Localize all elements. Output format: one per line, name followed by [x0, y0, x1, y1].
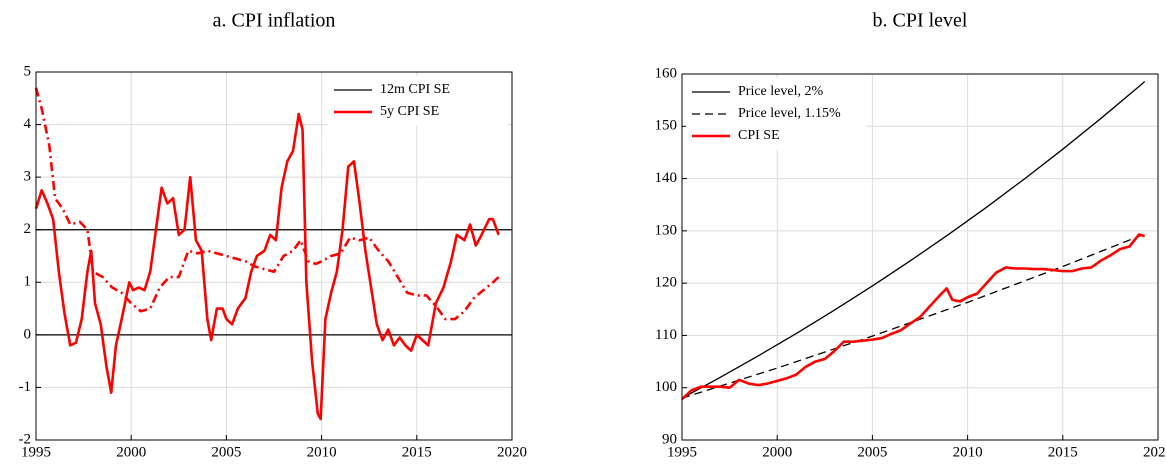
y-tick-label: 4	[24, 116, 32, 132]
x-tick-label: 2015	[402, 444, 432, 460]
series-line	[681, 81, 1146, 399]
legend-box	[686, 78, 866, 150]
plot-frame	[681, 73, 1159, 441]
x-tick-label: 2005	[211, 444, 241, 460]
y-tick-label: 90	[662, 431, 677, 447]
plot-frame	[35, 71, 513, 441]
series-line	[681, 233, 1145, 399]
series-line	[34, 112, 500, 421]
chart-title: a. CPI inflation	[213, 10, 336, 32]
plot-area	[36, 72, 512, 440]
y-tick-label: 110	[655, 327, 677, 343]
legend-label: 12m CPI SE	[380, 82, 450, 97]
y-tick-label: 3	[24, 169, 32, 185]
y-tick-label: 120	[655, 275, 678, 291]
legend-label: Price level, 1.15%	[738, 106, 841, 121]
y-tick-label: 140	[655, 170, 678, 186]
x-tick-label: 2000	[116, 444, 146, 460]
legend-label: Price level, 2%	[738, 84, 823, 99]
legend-label: CPI SE	[738, 128, 780, 143]
x-tick-label: 1995	[21, 444, 51, 460]
x-tick-label: 2010	[307, 444, 337, 460]
x-tick-label: 2020	[497, 444, 527, 460]
x-tick-label: 2015	[1048, 444, 1078, 460]
y-tick-label: 150	[655, 118, 678, 134]
y-tick-label: 1	[24, 274, 32, 290]
x-tick-label: 2005	[857, 444, 887, 460]
x-tick-label: 1995	[667, 444, 697, 460]
y-tick-label: 5	[24, 63, 32, 79]
y-tick-label: -1	[19, 379, 32, 395]
y-tick-label: 2	[24, 221, 32, 237]
legend-label: 5y CPI SE	[380, 104, 439, 119]
x-tick-label: 2020	[1143, 444, 1166, 460]
y-tick-label: 160	[655, 65, 678, 81]
chart-title: b. CPI level	[873, 10, 968, 32]
series-line	[681, 233, 1146, 401]
y-tick-label: 0	[24, 326, 32, 342]
x-tick-label: 2000	[762, 444, 792, 460]
series-line	[34, 87, 500, 321]
y-tick-label: 130	[655, 222, 678, 238]
x-tick-label: 2010	[953, 444, 983, 460]
y-tick-label: -2	[19, 431, 32, 447]
legend-box	[328, 76, 508, 126]
y-tick-label: 100	[655, 379, 678, 395]
